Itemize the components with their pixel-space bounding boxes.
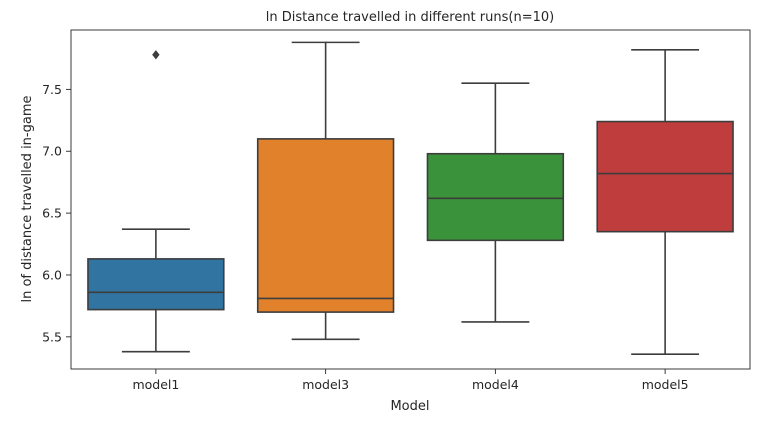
box-group-model1	[87, 50, 225, 353]
box-model4	[426, 152, 565, 242]
x-tick-label-model3: model3	[302, 377, 349, 392]
box-group-model5	[596, 48, 734, 355]
y-axis: 5.5 6.0 6.5 7.0 7.5	[42, 82, 71, 344]
x-axis-title: Model	[390, 399, 429, 414]
box-group-model3	[256, 41, 395, 341]
y-axis-title: ln of distance travelled in-game	[20, 96, 35, 303]
plot-area	[87, 41, 734, 355]
y-tick-label: 7.5	[42, 82, 62, 97]
x-tick-label-model4: model4	[472, 377, 519, 392]
box-model3	[256, 138, 395, 313]
plot-frame	[70, 29, 751, 370]
y-tick-label: 5.5	[42, 329, 62, 344]
x-axis: model1 model3 model4 model5	[132, 369, 689, 392]
x-tick-label-model5: model5	[642, 377, 689, 392]
outlier-point	[152, 50, 160, 60]
box-model1	[87, 258, 225, 311]
chart-title: ln Distance travelled in different runs(…	[266, 10, 554, 25]
box-group-model4	[426, 82, 565, 323]
y-tick-label: 7.0	[42, 144, 62, 159]
x-tick-label-model1: model1	[132, 377, 179, 392]
box-model5	[596, 120, 734, 233]
y-tick-label: 6.5	[42, 206, 62, 221]
y-tick-label: 6.0	[42, 267, 62, 282]
